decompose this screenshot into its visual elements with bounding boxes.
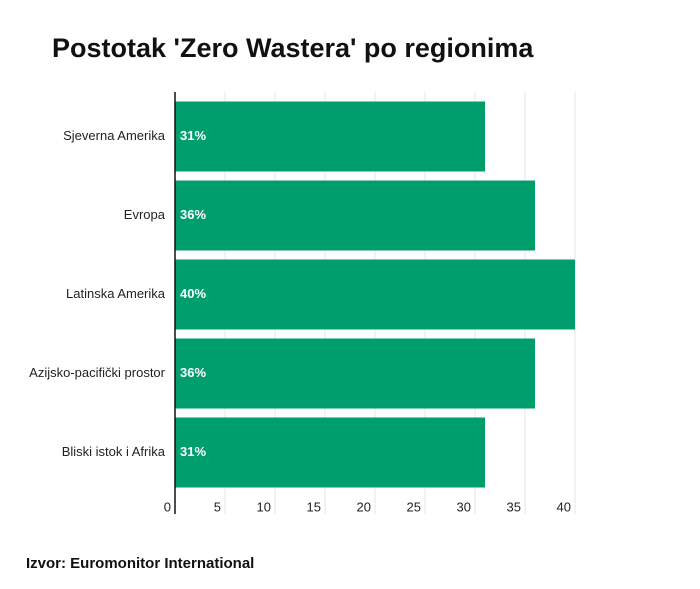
x-tick-label: 30 (457, 499, 471, 514)
chart-title: Postotak 'Zero Wastera' po regionima (52, 33, 534, 63)
y-tick-label: Azijsko-pacifički prostor (29, 365, 165, 380)
x-tick-label: 10 (257, 499, 271, 514)
y-tick-label: Latinska Amerika (66, 286, 166, 301)
x-tick-label: 25 (407, 499, 421, 514)
value-label: 36% (180, 207, 206, 222)
source: Izvor: Euromonitor International (26, 555, 254, 572)
y-tick-label: Bliski istok i Afrika (62, 444, 166, 459)
x-tick-label: 20 (357, 499, 371, 514)
value-label: 40% (180, 286, 206, 301)
x-tick-label: 40 (557, 499, 571, 514)
x-tick-label: 0 (164, 499, 171, 514)
y-tick-label: Evropa (124, 207, 166, 222)
y-tick-label: Sjeverna Amerika (63, 128, 166, 143)
bar (175, 101, 485, 172)
bar (175, 180, 535, 251)
x-tick-label: 5 (214, 499, 221, 514)
x-tick-label: 15 (307, 499, 321, 514)
value-label: 31% (180, 128, 206, 143)
x-tick-label: 35 (507, 499, 521, 514)
value-label: 36% (180, 365, 206, 380)
value-label: 31% (180, 444, 206, 459)
bar (175, 417, 485, 488)
bar (175, 338, 535, 409)
bar (175, 259, 575, 330)
